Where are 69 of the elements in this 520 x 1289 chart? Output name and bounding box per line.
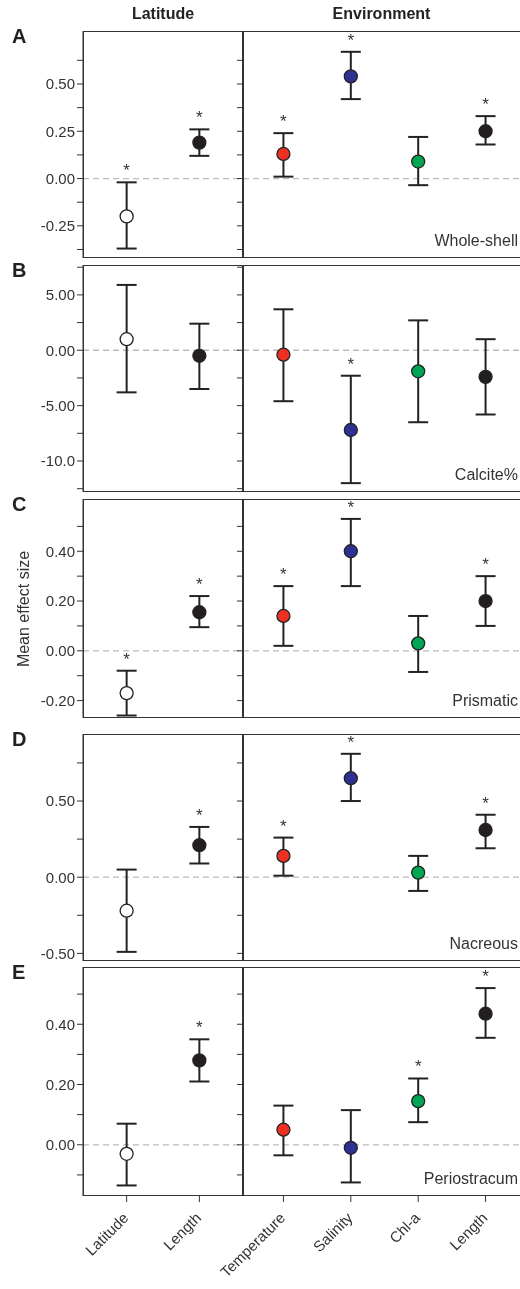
point xyxy=(411,865,426,880)
point xyxy=(411,636,426,651)
text: B xyxy=(12,259,27,282)
y-tick-label: 0.00 xyxy=(45,642,75,660)
point xyxy=(276,347,291,362)
y-tick-label: 0.25 xyxy=(45,122,75,140)
point xyxy=(343,69,358,84)
annotation: * xyxy=(123,649,131,669)
text: C xyxy=(12,493,27,516)
annotation: * xyxy=(414,1057,422,1077)
annotation: * xyxy=(482,555,490,575)
point xyxy=(276,848,291,864)
y-tick-label: 0.50 xyxy=(45,792,75,810)
annotation: * xyxy=(347,354,355,374)
y-tick-label: -5.00 xyxy=(40,396,75,414)
point xyxy=(478,822,493,838)
point xyxy=(276,1122,291,1137)
annotation: * xyxy=(280,112,288,132)
point xyxy=(411,1093,426,1109)
chart-title: Environment xyxy=(331,5,432,23)
y-tick-label: -0.50 xyxy=(40,944,75,962)
annotation: Prismatic xyxy=(452,692,518,710)
text: A xyxy=(12,25,27,48)
annotation: Whole-shell xyxy=(434,232,518,250)
annotation: Calcite% xyxy=(454,466,518,484)
y-tick-label: 0.40 xyxy=(45,1015,75,1033)
y-tick-label: -0.20 xyxy=(40,691,75,709)
point xyxy=(478,1006,493,1021)
annotation: * xyxy=(280,565,288,585)
text: D xyxy=(12,728,27,751)
y-axis-title: Mean effect size xyxy=(15,550,33,667)
annotation: * xyxy=(347,732,355,752)
point xyxy=(343,1140,358,1155)
annotation: Periostracum xyxy=(423,1170,518,1188)
y-tick-label: 0.00 xyxy=(45,341,75,359)
y-tick-label: 0.50 xyxy=(45,75,75,93)
point xyxy=(478,124,493,139)
annotation: * xyxy=(196,1018,204,1038)
annotation: * xyxy=(196,575,204,595)
annotation: * xyxy=(196,108,204,128)
point xyxy=(343,771,358,786)
point xyxy=(411,364,426,379)
annotation: * xyxy=(196,805,204,825)
text: E xyxy=(12,961,26,984)
chart-title: Latitude xyxy=(130,5,196,23)
y-tick-label: 0.40 xyxy=(45,542,75,560)
annotation: * xyxy=(482,95,490,115)
y-tick-label: 5.00 xyxy=(45,286,75,304)
y-tick-label: 0.00 xyxy=(45,868,75,886)
point xyxy=(478,369,493,384)
point xyxy=(411,154,426,169)
y-tick-label: 0.20 xyxy=(45,1075,75,1093)
point xyxy=(478,593,493,609)
y-tick-label: 0.20 xyxy=(45,592,75,610)
annotation: * xyxy=(347,30,355,50)
y-tick-label: -10.0 xyxy=(40,452,75,470)
point xyxy=(276,608,291,624)
y-tick-label: 0.00 xyxy=(45,1136,75,1154)
annotation: * xyxy=(347,497,355,517)
point xyxy=(343,422,358,438)
annotation: * xyxy=(482,967,490,987)
y-tick-label: 0.00 xyxy=(45,169,75,187)
point xyxy=(276,146,291,162)
annotation: Nacreous xyxy=(449,935,518,953)
annotation: * xyxy=(482,793,490,813)
point xyxy=(343,544,358,559)
y-tick-label: -0.25 xyxy=(40,217,75,235)
annotation: * xyxy=(123,161,131,181)
annotation: * xyxy=(280,816,288,836)
